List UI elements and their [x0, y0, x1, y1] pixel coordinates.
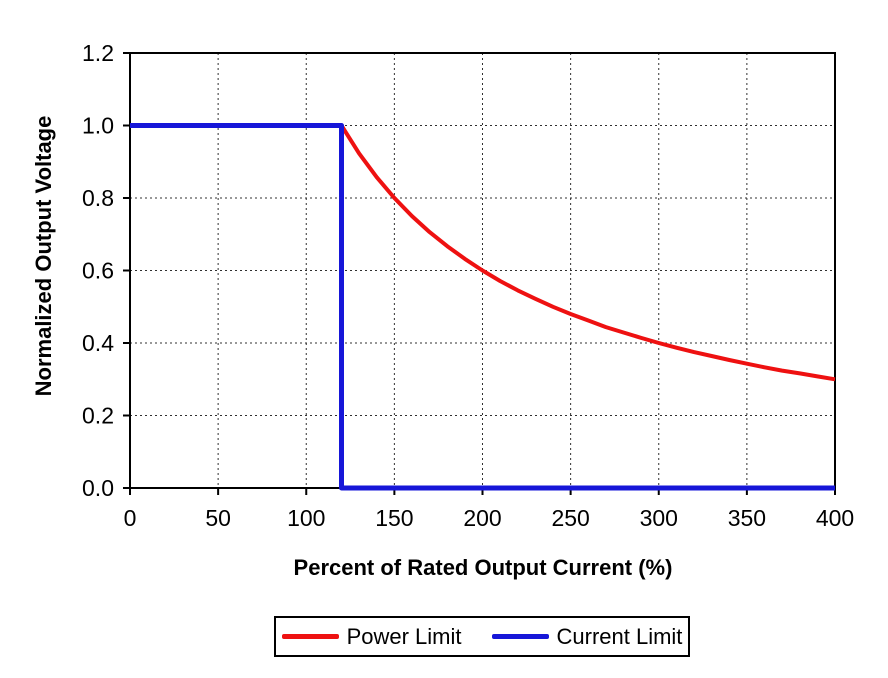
- legend: Power Limit Current Limit: [274, 616, 690, 657]
- x-tick-label: 200: [463, 505, 501, 531]
- legend-item-current-limit: Current Limit: [491, 623, 683, 650]
- y-tick-label: 0.8: [82, 185, 114, 211]
- legend-line-sample-power-limit: [281, 634, 339, 639]
- series-line-current-limit: [130, 123, 835, 491]
- x-tick-label: 0: [124, 505, 137, 531]
- legend-line-sample-current-limit: [491, 634, 549, 639]
- x-tick-label: 350: [728, 505, 766, 531]
- y-tick-label: 1.2: [82, 40, 114, 66]
- x-tick-label: 400: [816, 505, 854, 531]
- y-tick-label: 0.2: [82, 403, 114, 429]
- legend-label-power-limit: Power Limit: [346, 623, 462, 649]
- y-tick-label: 0.4: [82, 330, 114, 356]
- y-axis-title: Normalized Output Voltage: [31, 115, 56, 397]
- y-tick-label: 1.0: [82, 113, 114, 139]
- x-tick-label: 100: [287, 505, 325, 531]
- series-line-power-limit: [339, 124, 836, 382]
- x-tick-label: 300: [640, 505, 678, 531]
- x-tick-label: 250: [551, 505, 589, 531]
- x-tick-label: 150: [375, 505, 413, 531]
- y-tick-label: 0.0: [82, 475, 114, 501]
- y-tick-label: 0.6: [82, 258, 114, 284]
- x-tick-label: 50: [205, 505, 231, 531]
- legend-label-current-limit: Current Limit: [556, 623, 683, 649]
- legend-item-power-limit: Power Limit: [281, 623, 462, 650]
- x-axis-title: Percent of Rated Output Current (%): [293, 555, 673, 580]
